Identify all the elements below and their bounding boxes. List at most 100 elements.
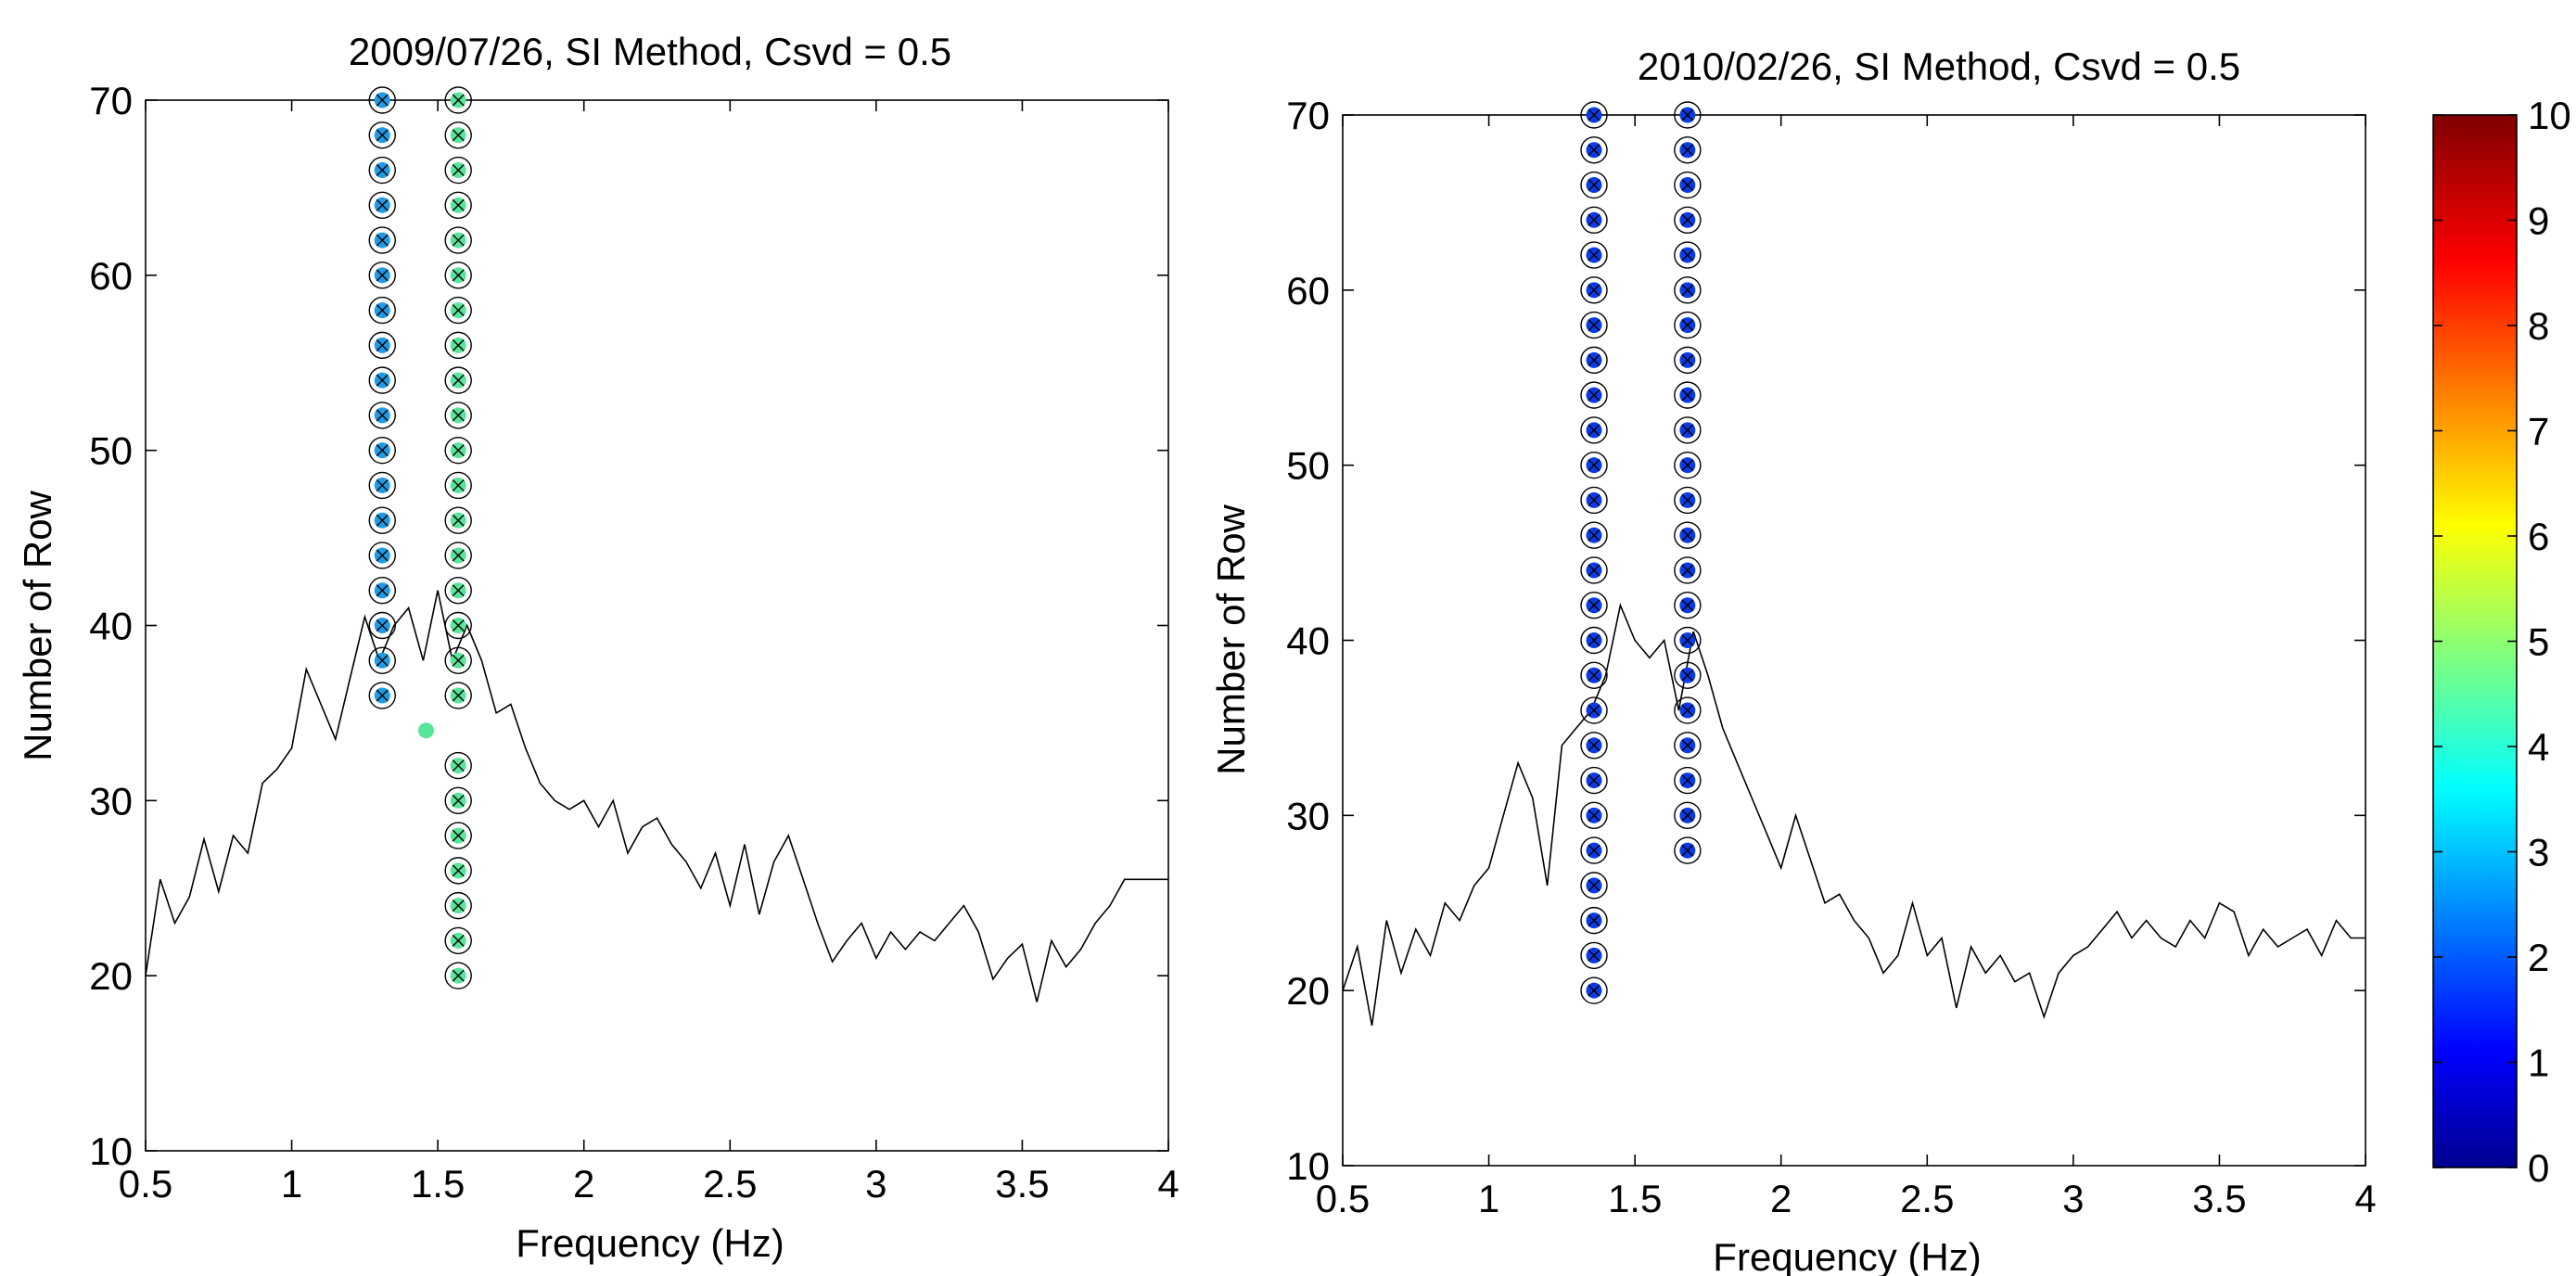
panel-2-mode-point [1580, 136, 1608, 164]
panel-1-mode-point [368, 331, 396, 360]
panel-2-mode-point [1580, 346, 1608, 375]
marker-cross [1588, 424, 1600, 437]
panel-2-spectrum [1342, 603, 2366, 1027]
marker-cross [1681, 144, 1694, 157]
marker-cross [1681, 809, 1694, 822]
marker-ring [1674, 241, 1702, 269]
panel-2-mode-point [1674, 136, 1702, 164]
panel-1-mode-point [444, 331, 472, 360]
marker-cross [376, 269, 389, 282]
panel-1-ylabel: Number of Row [16, 490, 59, 760]
marker-ring [444, 542, 472, 569]
marker-cross [452, 514, 465, 527]
marker-ring [1580, 381, 1608, 409]
marker-ring [444, 331, 472, 360]
marker-ring [1580, 521, 1608, 549]
panel-1-mode-point [368, 86, 396, 114]
colorbar-gradient [2432, 114, 2518, 1168]
marker-cross [452, 689, 465, 702]
panel-1-spectrum-line [145, 590, 1168, 1002]
panel-1-mode-point [444, 506, 472, 534]
panel-2-mode-point [1674, 766, 1702, 795]
marker-cross [452, 409, 465, 422]
marker-ring [1674, 486, 1702, 515]
panel-2-xtick-label: 3.5 [2192, 1177, 2246, 1220]
marker-cross [1681, 213, 1694, 226]
marker-ring [444, 191, 472, 220]
panel-1-xlabel: Frequency (Hz) [516, 1221, 784, 1265]
marker-ring [1580, 976, 1608, 1004]
panel-1-mode-point [444, 926, 472, 955]
panel-1-mode-point [444, 86, 472, 114]
marker-ring [1674, 206, 1702, 235]
marker-cross [452, 829, 465, 842]
colorbar-tick-label: 6 [2528, 515, 2549, 558]
marker-ring [1580, 276, 1608, 304]
panel-1-markers [368, 86, 472, 989]
marker-ring [1580, 592, 1608, 619]
marker-ring [444, 436, 472, 465]
panel-2-title: 2010/02/26, SI Method, Csvd = 0.5 [1638, 45, 2240, 88]
panel-1-mode-point [444, 611, 472, 640]
marker-cross [1681, 179, 1694, 192]
panel-2-mode-point [1580, 906, 1608, 935]
marker-cross [1681, 389, 1694, 402]
panel-1-mode-point [444, 156, 472, 185]
marker-cross [452, 759, 465, 772]
marker-cross [376, 409, 389, 422]
marker-ring [444, 366, 472, 394]
marker-ring [1580, 451, 1608, 479]
panel-1-ytick-label: 10 [89, 1129, 133, 1173]
marker-ring [444, 156, 472, 185]
marker-ring [1674, 766, 1702, 795]
marker-cross [452, 94, 465, 107]
marker-ring [444, 857, 472, 885]
panel-2-mode-point [1674, 592, 1702, 619]
panel-2-markers [1580, 101, 1702, 1004]
marker-ring [368, 542, 396, 569]
panel-2-mode-point [1580, 381, 1608, 409]
marker-cross [1588, 774, 1600, 787]
marker-ring [1580, 661, 1608, 689]
marker-cross [1681, 844, 1694, 857]
marker-ring [1580, 732, 1608, 759]
marker-cross [452, 374, 465, 387]
marker-ring [368, 506, 396, 534]
panel-2-mode-point [1674, 521, 1702, 549]
panel-2-mode-point [1674, 556, 1702, 584]
marker-cross [1588, 844, 1600, 857]
marker-cross [1588, 739, 1600, 752]
panel-2-mode-point [1580, 311, 1608, 339]
marker-ring [1674, 311, 1702, 339]
marker-ring [1580, 766, 1608, 795]
panel-2-ytick-label: 40 [1286, 619, 1330, 663]
marker-cross [1681, 108, 1694, 121]
marker-ring [1580, 696, 1608, 724]
panel-2-xlabel: Frequency (Hz) [1713, 1235, 1981, 1276]
marker-cross [452, 584, 465, 597]
panel-2-mode-point [1580, 416, 1608, 444]
marker-ring [1580, 311, 1608, 339]
marker-cross [376, 514, 389, 527]
marker-cross [1588, 389, 1600, 402]
panel-2-mode-point [1674, 451, 1702, 479]
panel-2-mode-point [1580, 486, 1608, 515]
marker-cross [1588, 809, 1600, 822]
panel-1-xtick-label: 2 [573, 1162, 594, 1206]
marker-ring [368, 226, 396, 254]
panel-1-ytick-label: 20 [89, 954, 133, 998]
marker-ring [444, 926, 472, 955]
panel-1-mode-point [444, 962, 472, 989]
panel-2-mode-point [1580, 836, 1608, 864]
marker-cross [452, 129, 465, 142]
marker-cross [452, 900, 465, 912]
panel-2-mode-point [1580, 976, 1608, 1004]
marker-ring [368, 262, 396, 289]
marker-cross [1681, 704, 1694, 717]
marker-ring [1674, 416, 1702, 444]
panel-2-mode-point [1674, 276, 1702, 304]
panel-2-mode-point [1674, 696, 1702, 724]
panel-1-mode-point [418, 722, 435, 739]
marker-ring [1674, 451, 1702, 479]
panel-1-mode-point [368, 366, 396, 394]
